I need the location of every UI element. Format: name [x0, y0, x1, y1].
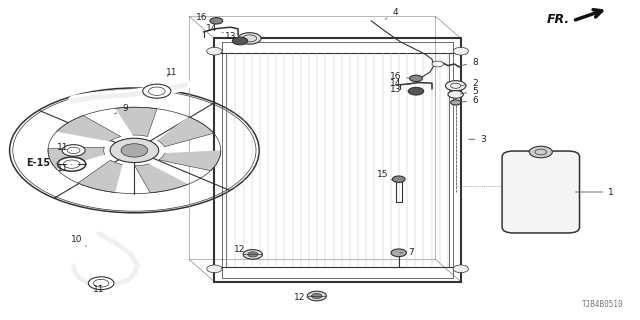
Text: TJB4B0510: TJB4B0510	[582, 300, 624, 309]
Circle shape	[121, 144, 148, 157]
Circle shape	[243, 250, 262, 259]
Circle shape	[453, 265, 468, 273]
Circle shape	[207, 265, 222, 273]
Text: 1: 1	[575, 188, 614, 196]
Circle shape	[410, 75, 422, 82]
Text: 7: 7	[399, 248, 413, 257]
Circle shape	[529, 146, 552, 158]
Text: 15: 15	[377, 170, 394, 181]
Circle shape	[312, 293, 322, 299]
Text: 16: 16	[196, 13, 214, 22]
Text: 8: 8	[457, 58, 477, 67]
Text: 16: 16	[390, 72, 410, 81]
Circle shape	[248, 252, 258, 257]
Text: 10: 10	[71, 236, 86, 246]
Polygon shape	[56, 116, 121, 141]
Text: 3: 3	[468, 135, 486, 144]
Circle shape	[432, 61, 444, 67]
Circle shape	[391, 249, 406, 257]
Text: 11: 11	[166, 68, 177, 76]
Circle shape	[58, 157, 86, 171]
Circle shape	[143, 84, 171, 98]
Circle shape	[445, 81, 466, 91]
Text: 4: 4	[385, 8, 397, 19]
Circle shape	[448, 91, 463, 98]
FancyBboxPatch shape	[120, 143, 148, 158]
Circle shape	[238, 33, 261, 44]
Circle shape	[232, 37, 248, 45]
Circle shape	[408, 87, 424, 95]
Polygon shape	[78, 160, 122, 193]
Circle shape	[207, 47, 222, 55]
Text: 12: 12	[234, 245, 253, 254]
Text: 11: 11	[93, 285, 105, 294]
Circle shape	[307, 291, 326, 301]
Text: E-15: E-15	[26, 158, 60, 168]
Text: 14: 14	[205, 24, 223, 33]
Circle shape	[88, 277, 114, 290]
Circle shape	[451, 100, 461, 105]
Text: 12: 12	[294, 293, 311, 302]
FancyBboxPatch shape	[502, 151, 580, 233]
Polygon shape	[115, 107, 157, 137]
Text: 5: 5	[460, 87, 477, 96]
Circle shape	[110, 138, 159, 163]
Text: 13: 13	[225, 32, 242, 41]
Text: 6: 6	[460, 96, 477, 105]
Polygon shape	[134, 164, 188, 193]
Circle shape	[62, 145, 85, 156]
Circle shape	[453, 47, 468, 55]
Text: 9: 9	[115, 104, 127, 114]
Text: 11: 11	[57, 143, 72, 152]
Text: 2: 2	[460, 79, 477, 88]
Text: 14: 14	[390, 79, 410, 88]
Polygon shape	[48, 147, 105, 169]
Polygon shape	[157, 116, 214, 147]
Polygon shape	[159, 150, 221, 171]
Text: 11: 11	[57, 164, 72, 172]
Circle shape	[210, 18, 223, 24]
Circle shape	[392, 176, 405, 182]
Text: FR.: FR.	[547, 13, 570, 26]
Text: 13: 13	[390, 85, 407, 94]
